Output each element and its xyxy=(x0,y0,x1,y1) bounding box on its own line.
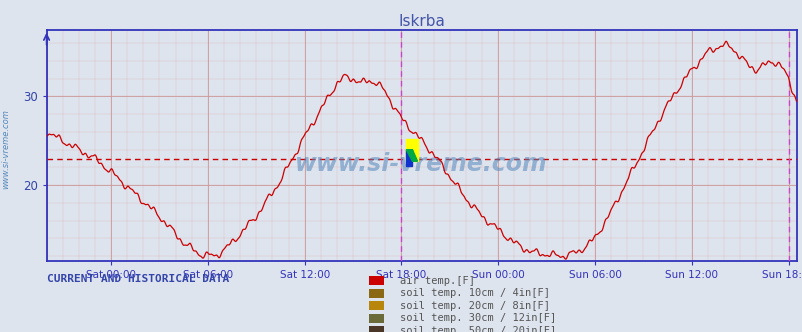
Text: air temp.[F]: air temp.[F] xyxy=(399,276,474,286)
Polygon shape xyxy=(406,150,417,161)
Bar xyxy=(406,150,412,166)
Bar xyxy=(406,139,417,161)
Text: CURRENT AND HISTORICAL DATA: CURRENT AND HISTORICAL DATA xyxy=(47,274,229,284)
Title: Iskrba: Iskrba xyxy=(398,14,444,29)
Text: www.si-vreme.com: www.si-vreme.com xyxy=(1,110,10,189)
Text: soil temp. 20cm / 8in[F]: soil temp. 20cm / 8in[F] xyxy=(399,301,549,311)
Text: www.si-vreme.com: www.si-vreme.com xyxy=(295,152,547,176)
Text: soil temp. 50cm / 20in[F]: soil temp. 50cm / 20in[F] xyxy=(399,326,556,332)
Text: soil temp. 30cm / 12in[F]: soil temp. 30cm / 12in[F] xyxy=(399,313,556,323)
Text: soil temp. 10cm / 4in[F]: soil temp. 10cm / 4in[F] xyxy=(399,288,549,298)
